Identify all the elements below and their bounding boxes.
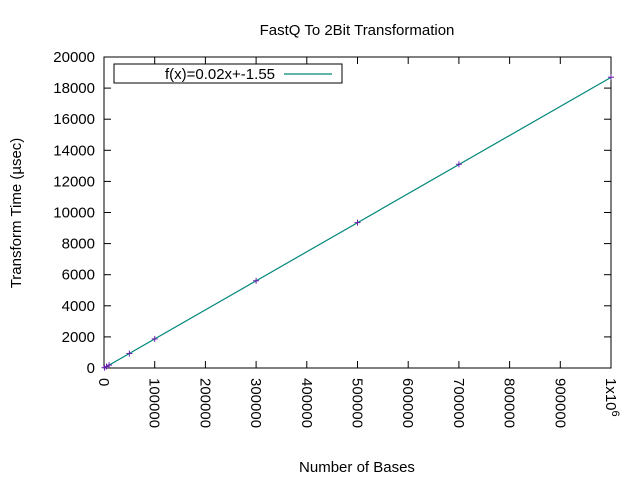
data-point [106, 362, 113, 369]
x-tick-label: 700000 [450, 378, 467, 428]
legend-label: f(x)=0.02x+-1.55 [165, 66, 275, 83]
y-tick-label: 14000 [53, 142, 95, 159]
y-tick-label: 4000 [62, 298, 95, 315]
x-tick-label: 300000 [247, 378, 264, 428]
x-tick-label-exponent: 6 [609, 411, 621, 417]
x-tick-label: 400000 [298, 378, 315, 428]
y-tick-label: 16000 [53, 111, 95, 128]
axes: 0 2000 4000 6000 8000 10000 12000 14000 16000 180… [53, 49, 621, 428]
x-tick-label: 100000 [146, 378, 163, 428]
data-point [126, 350, 133, 357]
x-tick-label: 500000 [349, 378, 366, 428]
data-point [455, 161, 462, 168]
x-axis-label: Number of Bases [299, 459, 415, 476]
y-tick-label: 6000 [62, 267, 95, 284]
chart-title: FastQ To 2Bit Transformation [260, 22, 455, 39]
data-point [151, 335, 158, 342]
data-point [608, 74, 614, 81]
y-tick-label: 8000 [62, 236, 95, 253]
x-tick-label: 200000 [196, 378, 213, 428]
plot-area [101, 74, 614, 371]
x-tick-label: 0 [95, 378, 112, 386]
y-axis-label: Transform Time (µsec) [8, 138, 25, 289]
plot-border [103, 56, 612, 369]
x-tick-label: 900000 [551, 378, 568, 428]
x-tick-label: 1x106 [602, 378, 621, 417]
y-tick-label: 18000 [53, 80, 95, 97]
y-tick-label: 20000 [53, 49, 95, 66]
x-tick-label: 600000 [399, 378, 416, 428]
y-tick-label: 0 [87, 360, 95, 377]
data-point [253, 277, 260, 284]
y-tick-label: 10000 [53, 205, 95, 222]
x-tick-label: 800000 [501, 378, 518, 428]
legend: f(x)=0.02x+-1.55 [113, 63, 343, 84]
legend-box [113, 63, 343, 84]
y-tick-label: 2000 [62, 329, 95, 346]
y-tick-label: 12000 [53, 173, 95, 190]
data-point [354, 219, 361, 226]
data-point [103, 363, 110, 370]
